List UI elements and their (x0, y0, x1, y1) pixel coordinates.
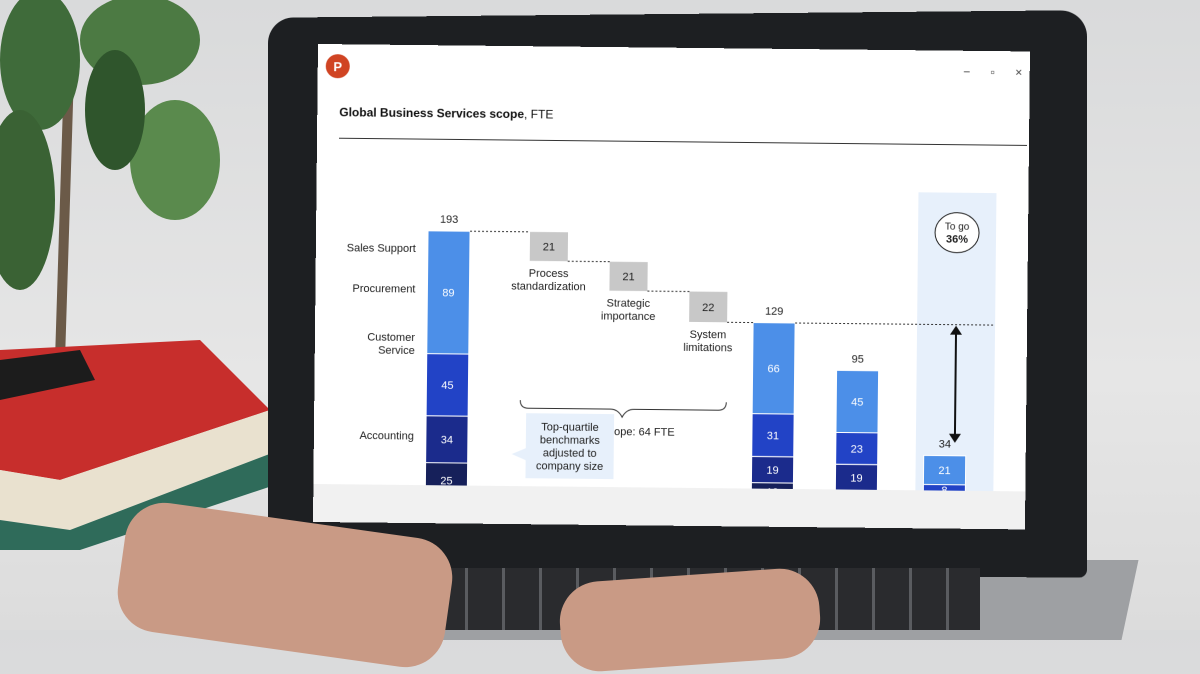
bar-value-label: 89 (442, 287, 454, 299)
slide-footer-area (313, 484, 1025, 529)
stack-total-label: 129 (765, 306, 783, 318)
deduction-value-label: 21 (543, 242, 555, 254)
bar-value-label: 23 (851, 443, 863, 455)
close-button[interactable]: × (1012, 65, 1026, 79)
stack-total-label: 95 (852, 354, 864, 366)
stack-total-label: 193 (440, 214, 458, 226)
bar-value-label: 45 (441, 380, 453, 392)
segment-label: Sales Support (347, 242, 416, 255)
bar-value-label: 19 (766, 465, 778, 477)
maximize-button[interactable]: ▫ (986, 65, 1000, 79)
bar-value-label: 21 (938, 465, 950, 477)
bar-value-label: 34 (441, 434, 453, 446)
segment-label: Procurement (352, 283, 415, 296)
deduction-label: Processstandardization (511, 268, 586, 294)
callout-text: Top-quartilebenchmarksadjusted tocompany… (536, 421, 604, 473)
deduction-label: Systemlimitations (683, 329, 733, 355)
togo-value: 36% (946, 234, 968, 246)
plant-decoration (0, 0, 260, 360)
title-bar: P − ▫ × (318, 44, 1030, 93)
deduction-label: Strategicimportance (601, 298, 656, 324)
chart-title: Global Business Services scope, FTE (339, 105, 553, 121)
segment-label: CustomerService (367, 332, 415, 358)
deduction-value-label: 21 (622, 271, 634, 283)
segment-label: Accounting (359, 430, 414, 443)
bar-value-label: 31 (767, 430, 779, 442)
togo-arrow-line (955, 329, 956, 440)
bar-value-label: 66 (767, 363, 779, 375)
deduction-value-label: 22 (702, 302, 714, 314)
togo-label: To go (945, 222, 970, 233)
app-window: P − ▫ × Global Business Services scope, … (313, 44, 1030, 529)
title-underline (339, 138, 1027, 145)
minimize-button[interactable]: − (960, 65, 974, 79)
waterfall-chart: Global Business Services scope, FTE 2534… (313, 86, 1030, 529)
stack-total-label: 34 (939, 439, 951, 451)
connector-line (470, 231, 530, 232)
right-hand (557, 566, 823, 674)
bar-value-label: 45 (851, 397, 863, 409)
bar-value-label: 19 (850, 472, 862, 484)
powerpoint-icon[interactable]: P (326, 54, 350, 78)
